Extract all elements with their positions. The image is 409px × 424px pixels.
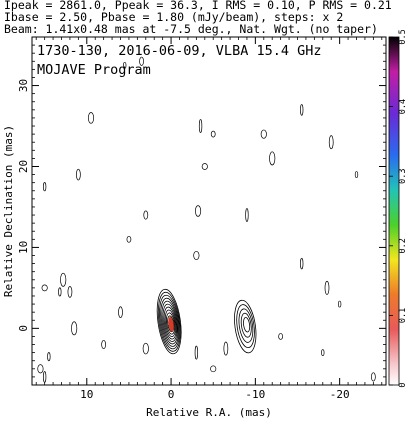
header-line-3: Beam: 1.41x0.48 mas at -7.5 deg., Nat. W… — [4, 22, 378, 36]
noise-contour — [328, 135, 334, 150]
polarization-peak — [168, 316, 174, 332]
noise-contour — [260, 129, 267, 139]
noise-contour — [337, 300, 342, 308]
noise-contour — [37, 364, 44, 374]
colorbar — [388, 36, 400, 386]
contour-level — [162, 303, 178, 342]
noise-contour — [198, 119, 203, 133]
noise-contour — [67, 286, 73, 298]
colorbar-tick-label: 0.3 — [398, 169, 408, 184]
contour-level — [238, 308, 254, 343]
source-components — [156, 288, 257, 355]
x-axis-ticks: 10 0 -10 -20 — [35, 37, 383, 401]
noise-contour — [60, 272, 67, 287]
noise-contour — [194, 345, 199, 360]
core-component — [156, 288, 182, 355]
y-tick-label: 0 — [17, 325, 30, 332]
contour-level — [236, 304, 255, 349]
noise-contour — [139, 56, 144, 66]
plot-subtitle: MOJAVE Program — [37, 62, 151, 78]
x-axis-label: Relative R.A. (mas) — [146, 406, 272, 419]
noise-contours — [37, 56, 376, 383]
x-tick-label: 0 — [168, 388, 175, 401]
plot-frame — [31, 36, 387, 386]
noise-contour — [142, 342, 149, 355]
noise-contour — [324, 280, 330, 295]
noise-contour — [300, 104, 304, 116]
noise-contour — [58, 287, 62, 297]
noise-contour — [194, 205, 202, 217]
contour-level — [240, 312, 252, 338]
colorbar-tick-label: 0.5 — [398, 29, 408, 44]
contour-level — [161, 300, 179, 345]
noise-contour — [143, 210, 149, 220]
noise-contour — [71, 321, 78, 336]
noise-contour — [42, 182, 47, 192]
y-axis-label: Relative Declination (mas) — [2, 125, 15, 297]
contour-level — [160, 297, 180, 347]
noise-contour — [201, 163, 208, 170]
contour-level — [164, 309, 176, 337]
plot-title: 1730-130, 2016-06-09, VLBA 15.4 GHz — [37, 43, 321, 59]
noise-contour — [210, 365, 217, 373]
contour-level — [163, 306, 177, 340]
colorbar-tick-label: 0.4 — [398, 99, 408, 114]
noise-contour — [126, 235, 132, 243]
noise-contour — [354, 171, 359, 178]
header-line-2: Ibase = 2.50, Pbase = 1.80 (mJy/beam), s… — [4, 10, 343, 24]
noise-contour — [245, 208, 249, 222]
contour-level — [159, 294, 180, 350]
noise-contour — [41, 284, 48, 292]
x-tick-label: -10 — [245, 388, 265, 401]
contour-level — [243, 317, 251, 333]
contour-level — [234, 299, 257, 354]
y-tick-label: 20 — [17, 160, 30, 173]
noise-contour — [321, 349, 325, 356]
colorbar-ticks: 0 0.1 0.2 0.3 0.4 0.5 — [389, 29, 408, 388]
noise-contour — [42, 371, 47, 383]
contour-level — [167, 315, 175, 333]
colorbar-tick-label: 0.2 — [398, 238, 408, 253]
y-axis-ticks: 0 10 20 30 — [17, 36, 386, 386]
header-line-1: Ipeak = 2861.0, Ppeak = 36.3, I RMS = 0.… — [4, 0, 392, 12]
noise-contour — [269, 151, 276, 166]
y-tick-label: 10 — [17, 241, 30, 254]
noise-contour — [76, 168, 81, 181]
colorbar-tick-label: 0.1 — [398, 308, 408, 323]
noise-contour — [210, 130, 216, 138]
noise-contour — [47, 352, 51, 362]
noise-contour — [118, 306, 123, 318]
x-tick-label: -20 — [330, 388, 350, 401]
noise-contour — [123, 61, 127, 69]
jet-component — [234, 299, 257, 354]
y-tick-label: 30 — [17, 79, 30, 92]
noise-contour — [193, 250, 200, 261]
noise-contour — [300, 257, 304, 270]
noise-contour — [371, 372, 376, 382]
contour-level — [156, 288, 182, 355]
x-tick-label: 10 — [80, 388, 93, 401]
contour-level — [157, 291, 181, 352]
noise-contour — [87, 112, 95, 124]
noise-contour — [278, 333, 283, 340]
noise-contour — [223, 341, 229, 356]
colorbar-tick-label: 0 — [398, 382, 408, 387]
contour-level — [165, 312, 176, 335]
noise-contour — [101, 339, 106, 350]
